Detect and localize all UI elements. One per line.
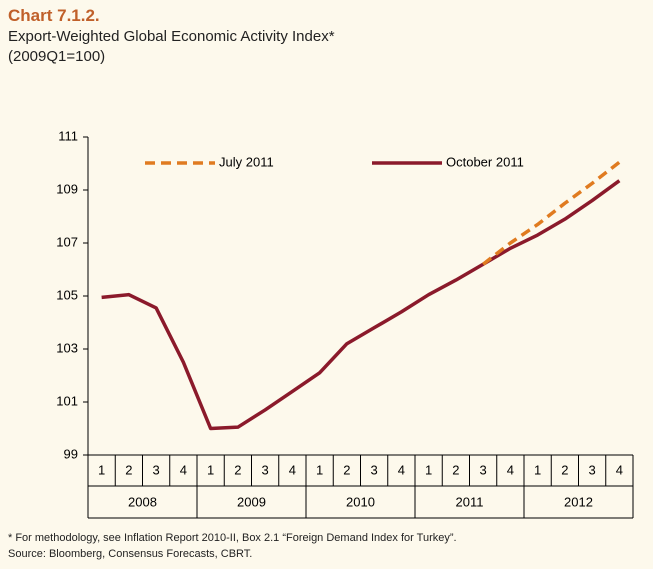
x-tick-label: 1 <box>534 462 541 477</box>
y-tick-label: 101 <box>56 393 78 408</box>
year-label: 2011 <box>456 494 484 509</box>
x-tick-label: 1 <box>425 462 432 477</box>
x-tick-label: 2 <box>343 462 350 477</box>
x-tick-label: 3 <box>589 462 596 477</box>
x-tick-label: 3 <box>480 462 487 477</box>
x-tick-label: 1 <box>98 462 105 477</box>
series-line <box>482 160 621 266</box>
footnote: * For methodology, see Inflation Report … <box>8 532 457 544</box>
x-tick-label: 2 <box>561 462 568 477</box>
chart-subtitle: (2009Q1=100) <box>8 48 106 65</box>
x-tick-label: 4 <box>289 462 296 477</box>
y-tick-label: 105 <box>56 287 78 302</box>
x-tick-label: 2 <box>125 462 132 477</box>
x-tick-label: 4 <box>507 462 514 477</box>
legend-label: July 2011 <box>219 154 274 169</box>
legend-label: October 2011 <box>446 154 524 169</box>
y-tick-label: 107 <box>56 234 78 249</box>
x-tick-label: 3 <box>153 462 160 477</box>
chart-title: Chart 7.1.2. <box>8 6 100 25</box>
x-tick-label: 1 <box>316 462 323 477</box>
x-tick-label: 1 <box>207 462 214 477</box>
x-tick-label: 4 <box>180 462 187 477</box>
year-label: 2010 <box>346 494 375 509</box>
y-tick-label: 103 <box>56 340 78 355</box>
source: Source: Bloomberg, Consensus Forecasts, … <box>8 548 253 560</box>
year-label: 2008 <box>128 494 157 509</box>
y-tick-label: 109 <box>56 181 78 196</box>
x-tick-label: 4 <box>616 462 623 477</box>
x-tick-label: 2 <box>452 462 459 477</box>
x-tick-label: 3 <box>371 462 378 477</box>
x-tick-label: 3 <box>262 462 269 477</box>
year-label: 2009 <box>237 494 266 509</box>
y-tick-label: 111 <box>58 128 78 143</box>
chart-subtitle: Export-Weighted Global Economic Activity… <box>8 28 335 45</box>
x-tick-label: 4 <box>398 462 405 477</box>
series-line <box>101 179 621 431</box>
year-label: 2012 <box>564 494 593 509</box>
x-tick-label: 2 <box>234 462 241 477</box>
y-tick-label: 99 <box>64 446 78 461</box>
